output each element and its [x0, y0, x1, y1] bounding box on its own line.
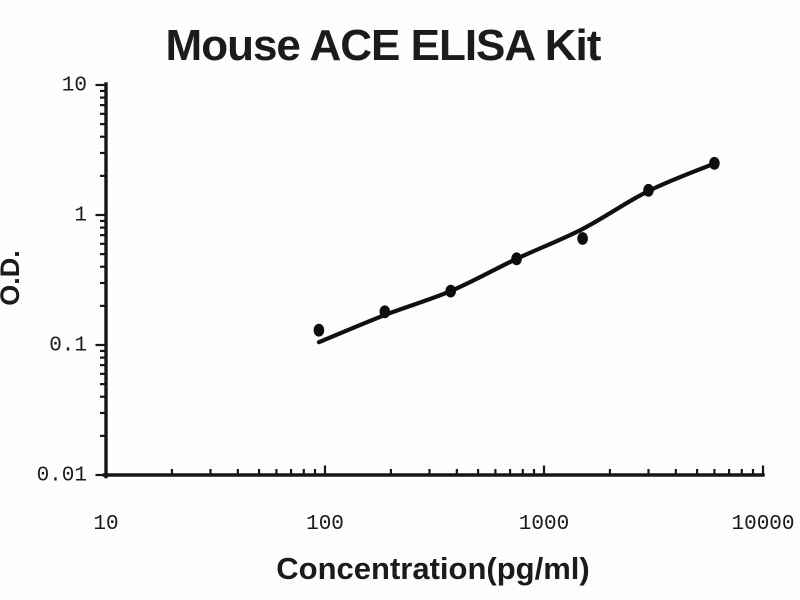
x-axis-label: Concentration(pg/ml) — [276, 551, 589, 586]
x-tick-label: 1000 — [519, 513, 569, 536]
x-axis-ticks — [104, 465, 765, 475]
x-tick-label: 10 — [93, 513, 118, 536]
y-axis-tick-labels: 0.01 0.1 1 10 — [37, 75, 87, 488]
y-tick-label: 0.01 — [37, 465, 87, 488]
y-axis-label: O.D. — [0, 250, 25, 306]
x-axis: 10 100 1000 10000 — [93, 465, 795, 536]
data-point-marker — [577, 232, 588, 245]
data-point-marker — [643, 183, 654, 197]
data-point-marker — [379, 305, 391, 319]
y-tick-label: 0.1 — [49, 335, 87, 358]
y-tick-label: 10 — [62, 75, 87, 98]
data-point-marker — [445, 284, 457, 298]
data-point-marker — [313, 323, 325, 337]
data-point-marker — [709, 156, 720, 170]
data-points — [313, 156, 720, 337]
chart-title: Mouse ACE ELISA Kit — [166, 21, 602, 70]
data-point-marker — [511, 252, 522, 266]
x-axis-tick-labels: 10 100 1000 10000 — [93, 513, 794, 536]
y-axis: 0.01 0.1 1 10 — [37, 75, 108, 488]
x-tick-label: 100 — [306, 513, 344, 536]
x-tick-label: 10000 — [731, 513, 794, 536]
y-axis-ticks — [95, 83, 106, 477]
y-tick-label: 1 — [74, 205, 87, 228]
